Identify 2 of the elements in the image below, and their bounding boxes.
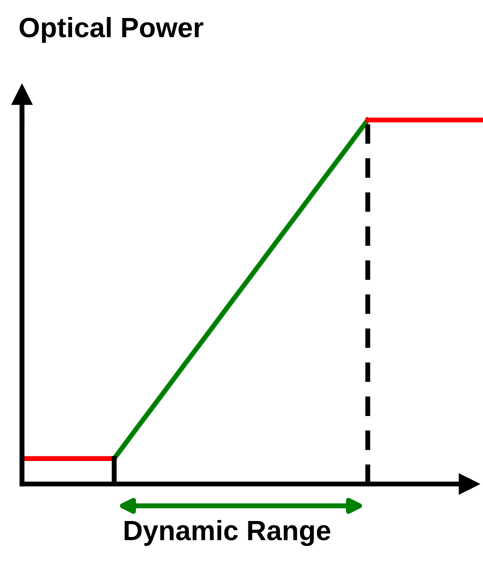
x-axis-title: Dynamic Range	[124, 520, 330, 546]
y-axis-title: Optical Power	[20, 17, 204, 43]
